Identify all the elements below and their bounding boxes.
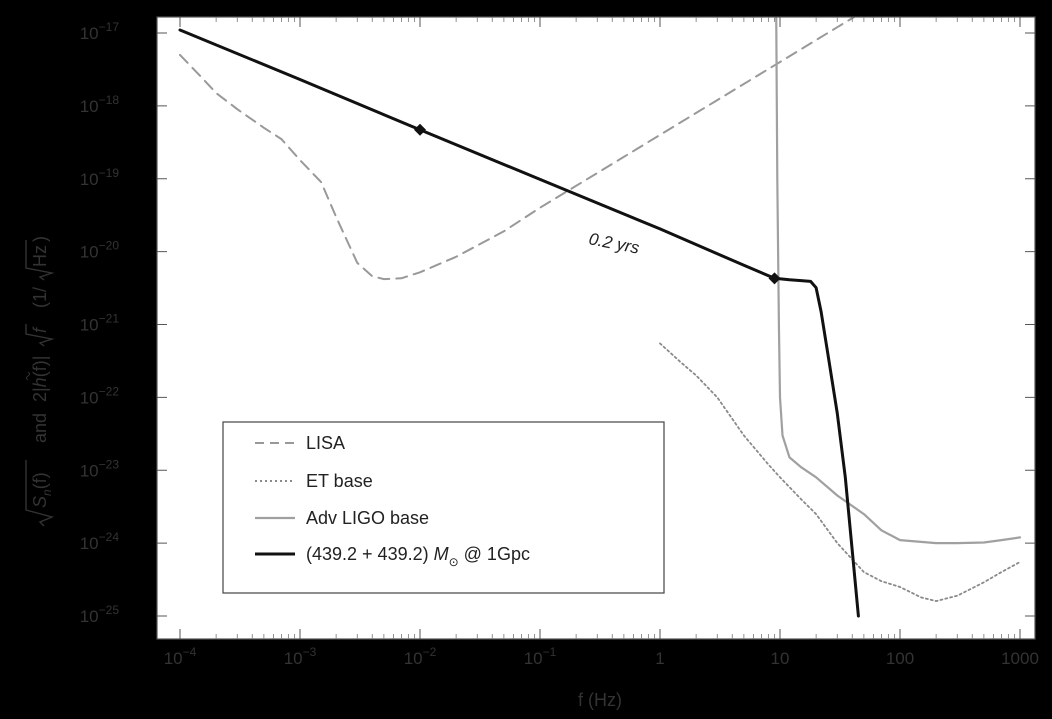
svg-text:Sn(f): Sn(f) (30, 472, 54, 508)
x-tick-label-2: 10−2 (404, 645, 437, 668)
sqrt-sign-2 (25, 324, 55, 347)
ylabel-units-close: ) (30, 236, 50, 242)
legend-box (222, 421, 665, 594)
ylabel-2: 2| (30, 387, 50, 402)
series-layer (178, 17, 1022, 618)
ylabel-s-arg: (f) (30, 472, 50, 489)
svg-text:Hz): Hz) (30, 236, 50, 267)
y-tick-label-1: 10−18 (80, 93, 120, 116)
ylabel-and: and (30, 413, 50, 443)
series-line-3 (178, 28, 860, 618)
x-tick-label-1: 10−3 (284, 645, 317, 668)
legend-label-binary: (439.2 + 439.2) M⊙ @ 1Gpc (306, 544, 530, 569)
x-axis-label: f (Hz) (578, 690, 622, 710)
ylabel-f: f (30, 326, 50, 333)
x-tick-label-6: 100 (886, 649, 914, 668)
ylabel-units-hz: Hz (30, 245, 50, 267)
plot-frame (156, 16, 1036, 640)
sqrt-sign-3 (25, 240, 55, 281)
y-tick-label-4: 10−21 (80, 312, 120, 335)
series-line-1 (659, 342, 1021, 602)
legend-label-lisa: LISA (306, 433, 345, 453)
x-tick-label-5: 10 (771, 649, 790, 668)
ylabel-s: S (30, 496, 50, 508)
h-tilde (26, 371, 30, 381)
sqrt-sign-1 (25, 460, 55, 527)
diamond-marker-1 (768, 272, 781, 285)
series-line-0 (179, 17, 857, 281)
y-tick-label-0: 10−17 (80, 20, 120, 43)
series-line-2 (775, 17, 1022, 545)
diamond-marker-0 (414, 123, 426, 136)
ylabel-s-sub: n (40, 489, 54, 496)
svg-text:2|h(f)|: 2|h(f)| (30, 356, 50, 402)
y-tick-label-8: 10−25 (80, 603, 120, 626)
svg-text:(1/: (1/ (30, 287, 50, 308)
ylabel-h: h (30, 377, 50, 387)
tick-layer: 10−4 10−3 10−2 10−1 1 10 100 1000 10−17 10−18 10−1… (80, 17, 1039, 668)
x-tick-label-4: 1 (655, 649, 664, 668)
y-tick-label-5: 10−22 (80, 384, 120, 407)
y-tick-label-7: 10−24 (80, 530, 120, 553)
y-axis-label: Sn(f) and 2|h(f)| f (1/ Hz) (25, 236, 55, 527)
legend-label-et: ET base (306, 471, 373, 491)
marker-layer (414, 123, 781, 285)
ylabel-units-open: (1/ (30, 287, 50, 308)
y-tick-label-3: 10−20 (80, 239, 120, 262)
legend: LISA ET base Adv LIGO base (439.2 + 439.… (222, 421, 665, 594)
y-tick-label-6: 10−23 (80, 457, 120, 480)
ylabel-h-arg: (f)| (30, 356, 50, 378)
x-tick-label-0: 10−4 (164, 645, 197, 668)
legend-label-ligo: Adv LIGO base (306, 508, 429, 528)
x-tick-label-3: 10−1 (524, 645, 557, 668)
x-tick-label-7: 1000 (1001, 649, 1039, 668)
y-tick-label-2: 10−19 (80, 166, 120, 189)
